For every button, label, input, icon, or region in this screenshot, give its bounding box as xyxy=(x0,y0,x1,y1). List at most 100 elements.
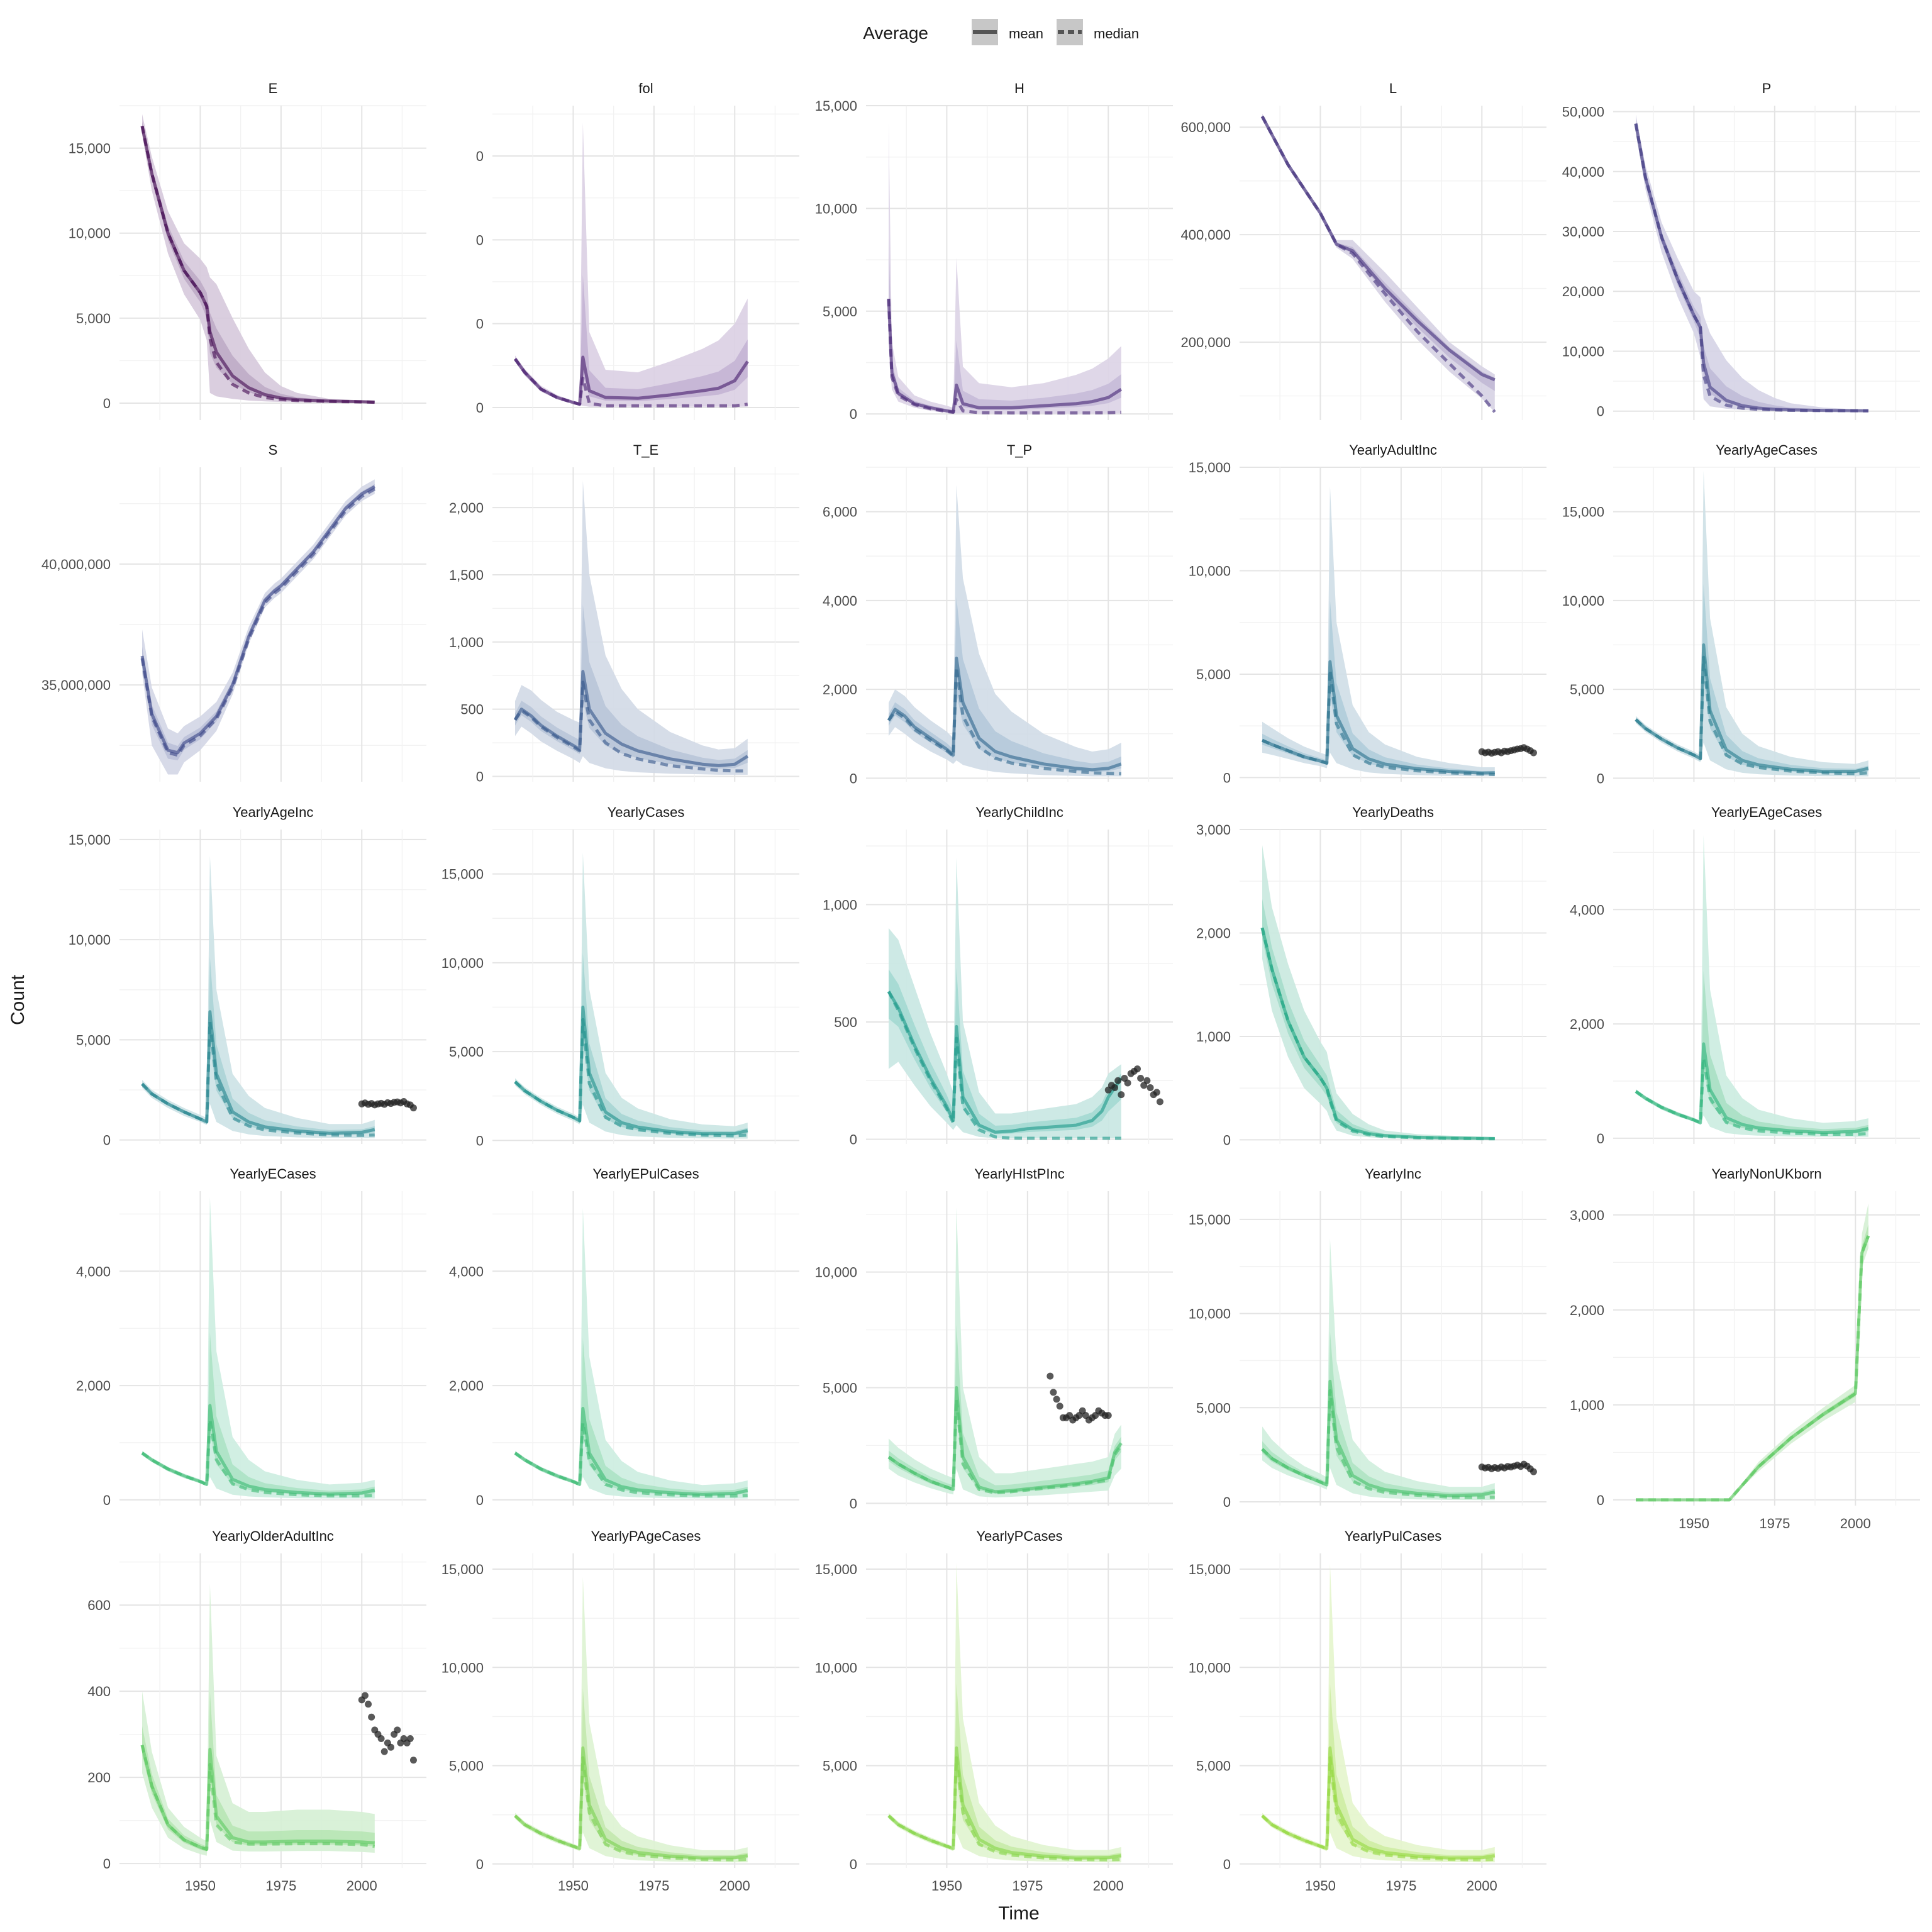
series-line-mean xyxy=(1260,115,1496,382)
series-line-median xyxy=(140,1745,375,1851)
y-tick-label: 5,000 xyxy=(449,1758,484,1774)
y-tick-label: 2,000 xyxy=(76,1378,111,1394)
x-tick-label: 1950 xyxy=(931,1878,962,1894)
observed-point xyxy=(409,1757,417,1764)
y-tick-label: 3,000 xyxy=(1570,1208,1604,1223)
panel-title: YearlyNonUKborn xyxy=(1711,1166,1821,1182)
series-line-median xyxy=(1261,1389,1495,1499)
series-line-median xyxy=(887,991,1121,1140)
panel-title: P xyxy=(1762,80,1772,96)
observed-point xyxy=(1056,1402,1063,1410)
y-tick-label: 600,000 xyxy=(1180,119,1231,135)
panel-title: E xyxy=(269,80,278,96)
y-tick-label: 500 xyxy=(460,702,484,718)
series-line-median xyxy=(513,680,748,773)
y-tick-label: 2,000 xyxy=(823,682,857,697)
gridlines xyxy=(492,1553,799,1868)
y-tick-label: 0 xyxy=(850,1132,857,1148)
x-tick-label: 2000 xyxy=(1840,1516,1871,1531)
uncertainty-band xyxy=(142,1197,375,1499)
uncertainty-band xyxy=(1636,835,1868,1137)
observed-point xyxy=(1050,1389,1057,1396)
x-tick-label: 1950 xyxy=(558,1878,589,1894)
panel-T_P: T_P 0 2,000 4,000 6,000 xyxy=(823,442,1173,786)
y-tick-label: 1,000 xyxy=(823,897,857,913)
panel-P: P 0 10,000 20,000 30,000 40,000 50,000 xyxy=(1562,80,1920,420)
panel-title: YearlyECases xyxy=(230,1166,316,1182)
uncertainty-band xyxy=(889,122,1121,414)
x-tick-label: 1950 xyxy=(185,1878,216,1894)
uncertainty-band xyxy=(1262,113,1495,413)
y-tick-label: 1,000 xyxy=(1196,1029,1231,1045)
gridlines xyxy=(1613,106,1920,420)
y-tick-label: 0 xyxy=(103,1133,111,1148)
y-tick-label: 600 xyxy=(87,1597,111,1613)
uncertainty-band xyxy=(889,857,1121,1138)
y-tick-label: 4,000 xyxy=(76,1263,111,1279)
inner-band xyxy=(142,1691,375,1852)
observed-point xyxy=(377,1735,385,1743)
y-tick-label: 1,000 xyxy=(1570,1397,1604,1413)
panel-title: T_P xyxy=(1007,442,1032,458)
y-tick-label: 5,000 xyxy=(823,1758,857,1774)
uncertainty-band xyxy=(889,1563,1121,1863)
y-tick-label: 40,000 xyxy=(1562,164,1604,180)
legend-title: Average xyxy=(863,23,928,43)
gridlines xyxy=(1240,1191,1546,1506)
panels: E 0 5,000 10,000 15,000 fol 0 0 0 0 H 0 5,000 10,000 1… xyxy=(42,80,1920,1894)
uncertainty-band xyxy=(1262,1238,1495,1501)
x-axis-title: Time xyxy=(998,1903,1040,1924)
observed-point xyxy=(1530,749,1537,757)
y-tick-label: 2,000 xyxy=(1196,925,1231,941)
y-tick-label: 15,000 xyxy=(69,141,111,157)
panel-title: YearlyPCases xyxy=(976,1528,1062,1544)
x-tick-label: 1975 xyxy=(1759,1516,1790,1531)
gridlines xyxy=(1613,830,1920,1144)
observed-point xyxy=(1530,1468,1537,1475)
y-tick-label: 0 xyxy=(476,1133,484,1148)
panel-title: YearlyCases xyxy=(608,804,685,820)
panel-YearlyPAgeCases: YearlyPAgeCases 0 5,000 10,000 15,000 1950 197… xyxy=(441,1528,799,1894)
gridlines xyxy=(492,467,799,782)
series-line-median xyxy=(1261,1756,1495,1862)
series-line-median xyxy=(887,665,1121,775)
uncertainty-band xyxy=(515,122,748,407)
observed-point xyxy=(1046,1372,1054,1380)
panel-title: L xyxy=(1389,80,1397,96)
y-tick-label: 15,000 xyxy=(441,1562,484,1577)
gridlines xyxy=(1240,829,1546,1144)
uncertainty-band xyxy=(1636,470,1868,777)
panel-title: fol xyxy=(638,80,653,96)
uncertainty-band xyxy=(1262,845,1495,1140)
y-tick-label: 1,500 xyxy=(449,567,484,583)
y-tick-label: 0 xyxy=(850,1496,857,1511)
panel-title: YearlyInc xyxy=(1365,1166,1421,1182)
observed-point xyxy=(1137,1075,1145,1082)
series-line-median xyxy=(1260,927,1495,1141)
y-tick-label: 10,000 xyxy=(1562,343,1604,359)
y-tick-label: 5,000 xyxy=(449,1044,484,1060)
y-tick-label: 200,000 xyxy=(1180,335,1231,350)
observed-point xyxy=(406,1735,414,1743)
x-tick-label: 2000 xyxy=(1093,1878,1124,1894)
series-line-median xyxy=(140,125,375,404)
panel-YearlyChildInc: YearlyChildInc 0 500 1,000 xyxy=(823,804,1173,1148)
y-tick-label: 20,000 xyxy=(1562,284,1604,299)
y-tick-label: 10,000 xyxy=(441,955,484,971)
panel-title: YearlyAgeInc xyxy=(233,804,314,820)
observed-point xyxy=(1146,1084,1154,1091)
y-tick-label: 3,000 xyxy=(1196,822,1231,838)
panel-title: S xyxy=(269,442,278,458)
y-tick-label: 30,000 xyxy=(1562,224,1604,240)
y-tick-label: 0 xyxy=(850,1857,857,1872)
y-tick-label: 4,000 xyxy=(449,1263,484,1279)
panel-H: H 0 5,000 10,000 15,000 xyxy=(815,80,1173,422)
y-axis-title: Count xyxy=(8,974,28,1025)
observed-point xyxy=(394,1726,401,1734)
series-line-median xyxy=(1262,668,1495,776)
x-tick-label: 2000 xyxy=(347,1878,377,1894)
y-tick-label: 400,000 xyxy=(1180,227,1231,243)
panel-title: H xyxy=(1014,80,1024,96)
inner-band xyxy=(1262,115,1495,391)
